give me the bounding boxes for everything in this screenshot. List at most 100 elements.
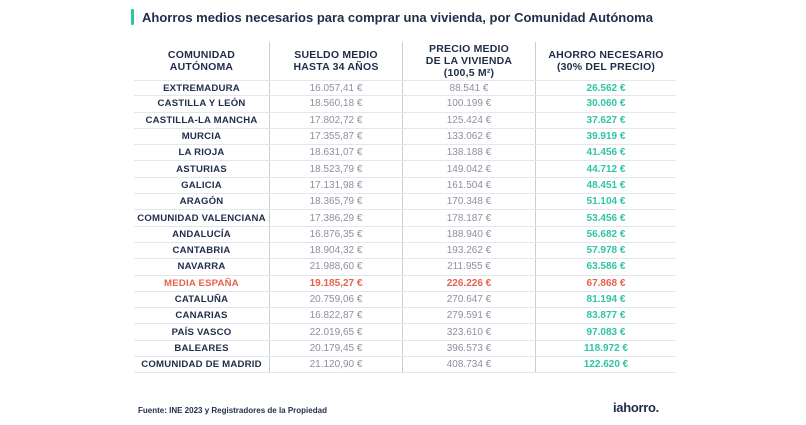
brand-logo-text: iahorro. [613,400,659,415]
header-salary-line1: SUELDO MEDIO [294,49,378,61]
table-row: CASTILLA Y LEÓN 18.560,18 €100.199 € 30.06… [134,96,676,113]
region-cell: COMUNIDAD DE MADRID [134,357,270,373]
price-cell: 193.262 € [403,242,536,259]
saving-cell: 26.562 € [586,82,626,94]
region-cell: BALEARES [134,340,270,357]
table-row: LA RIOJA 18.631,07 €138.188 € 41.456 € [134,145,676,162]
saving-cell: 39.919 € [586,131,626,143]
salary-cell: 20.179,45 € [270,340,403,357]
table-header: COMUNIDAD AUTÓNOMA SUELDO MEDIO HASTA 34… [134,42,676,80]
table-row: CATALUÑA 20.759,06 €270.647 € 81.194 € [134,291,676,309]
region-cell: PAÍS VASCO [134,324,270,340]
header-saving-line2: (30% DEL PRECIO) [556,61,656,73]
table-row: GALICIA 17.131,98 €161.504 € 48.451 € [134,177,676,195]
header-price: PRECIO MEDIO DE LA VIVIENDA (100,5 M²) [403,42,536,80]
saving-cell: 41.456 € [586,147,626,159]
savings-table: COMUNIDAD AUTÓNOMA SUELDO MEDIO HASTA 34… [134,42,676,374]
region-cell: CATALUÑA [134,291,270,308]
price-cell: 125.424 € [403,112,536,128]
table-row: ASTURIAS 18.523,79 €149.042 € 44.712 € [134,161,676,178]
salary-cell: 18.560,18 € [270,96,403,112]
saving-cell: 37.627 € [586,114,626,126]
region-cell: MURCIA [134,128,270,145]
salary-cell: 17.386,29 € [270,210,403,226]
price-cell: 270.647 € [403,291,536,308]
price-cell: 149.042 € [403,161,536,177]
region-cell: CASTILLA Y LEÓN [134,96,270,112]
table-body: EXTREMADURA 16.057,41 €88.541 € 26.562 € CA… [134,80,676,374]
table-row: COMUNIDAD VALENCIANA 17.386,29 €178.187 €… [134,210,676,227]
title-row: Ahorros medios necesarios para comprar u… [131,8,653,26]
saving-cell: 44.712 € [586,163,626,175]
saving-cell: 56.682 € [586,228,626,240]
salary-cell: 16.822,87 € [270,308,403,324]
header-price-line1: PRECIO MEDIO [429,43,509,55]
title-accent-bar [131,9,134,25]
header-saving-line1: AHORRO NECESARIO [548,49,664,61]
region-cell: ARAGÓN [134,194,270,210]
region-cell: MEDIA ESPAÑA [134,275,270,291]
saving-cell: 53.456 € [586,212,626,224]
table-row: MEDIA ESPAÑA 19.185,27 €226.226 € 67.868 € [134,275,676,292]
price-cell: 100.199 € [403,96,536,112]
header-salary: SUELDO MEDIO HASTA 34 AÑOS [270,42,403,80]
table-row: PAÍS VASCO 22.019,65 €323.610 € 97.083 € [134,324,676,341]
price-cell: 188.940 € [403,226,536,242]
price-cell: 408.734 € [403,357,536,373]
region-cell: LA RIOJA [134,145,270,161]
page-title: Ahorros medios necesarios para comprar u… [142,9,653,25]
price-cell: 133.062 € [403,128,536,145]
salary-cell: 17.131,98 € [270,177,403,194]
source-note: Fuente: INE 2023 y Registradores de la P… [138,406,327,415]
price-cell: 138.188 € [403,145,536,161]
salary-cell: 18.523,79 € [270,161,403,177]
salary-cell: 18.904,32 € [270,242,403,259]
salary-cell: 20.759,06 € [270,291,403,308]
salary-cell: 16.876,35 € [270,226,403,242]
saving-cell: 83.877 € [586,310,626,322]
header-saving: AHORRO NECESARIO (30% DEL PRECIO) [536,42,676,80]
saving-cell: 30.060 € [586,98,626,110]
salary-cell: 17.355,87 € [270,128,403,145]
price-cell: 211.955 € [403,259,536,275]
region-cell: EXTREMADURA [134,81,270,96]
table-row: NAVARRA 21.988,60 €211.955 € 63.586 € [134,259,676,276]
table-row: BALEARES 20.179,45 €396.573 € 118.972 € [134,340,676,358]
salary-cell: 18.365,79 € [270,194,403,210]
table-row: CASTILLA-LA MANCHA 17.802,72 €125.424 € 37… [134,112,676,129]
header-region: COMUNIDAD AUTÓNOMA [134,42,270,80]
region-cell: GALICIA [134,177,270,194]
saving-cell: 57.978 € [586,245,626,257]
price-cell: 170.348 € [403,194,536,210]
saving-cell: 97.083 € [586,326,626,338]
salary-cell: 19.185,27 € [270,275,403,291]
region-cell: ASTURIAS [134,161,270,177]
saving-cell: 63.586 € [586,261,626,273]
region-cell: CANARIAS [134,308,270,324]
price-cell: 88.541 € [403,81,536,96]
salary-cell: 21.120,90 € [270,357,403,373]
table-row: MURCIA 17.355,87 €133.062 € 39.919 € [134,128,676,146]
header-price-line3: (100,5 M²) [443,67,495,79]
table-row: CANARIAS 16.822,87 €279.591 € 83.877 € [134,308,676,325]
salary-cell: 21.988,60 € [270,259,403,275]
price-cell: 178.187 € [403,210,536,226]
price-cell: 396.573 € [403,340,536,357]
region-cell: CANTABRIA [134,242,270,259]
table-row: COMUNIDAD DE MADRID 21.120,90 €408.734 € 1… [134,357,676,374]
table-row: EXTREMADURA 16.057,41 €88.541 € 26.562 € [134,80,676,97]
region-cell: ANDALUCÍA [134,226,270,242]
salary-cell: 17.802,72 € [270,112,403,128]
table-row: ARAGÓN 18.365,79 €170.348 € 51.104 € [134,194,676,211]
table-row: ANDALUCÍA 16.876,35 €188.940 € 56.682 € [134,226,676,243]
region-cell: NAVARRA [134,259,270,275]
brand-logo: iahorro. [613,400,659,415]
saving-cell: 67.868 € [586,277,626,289]
header-price-line2: DE LA VIVIENDA [425,55,513,67]
header-region-line1: COMUNIDAD [167,49,236,61]
salary-cell: 18.631,07 € [270,145,403,161]
saving-cell: 51.104 € [586,196,626,208]
saving-cell: 118.972 € [584,342,628,354]
saving-cell: 122.620 € [583,359,629,371]
